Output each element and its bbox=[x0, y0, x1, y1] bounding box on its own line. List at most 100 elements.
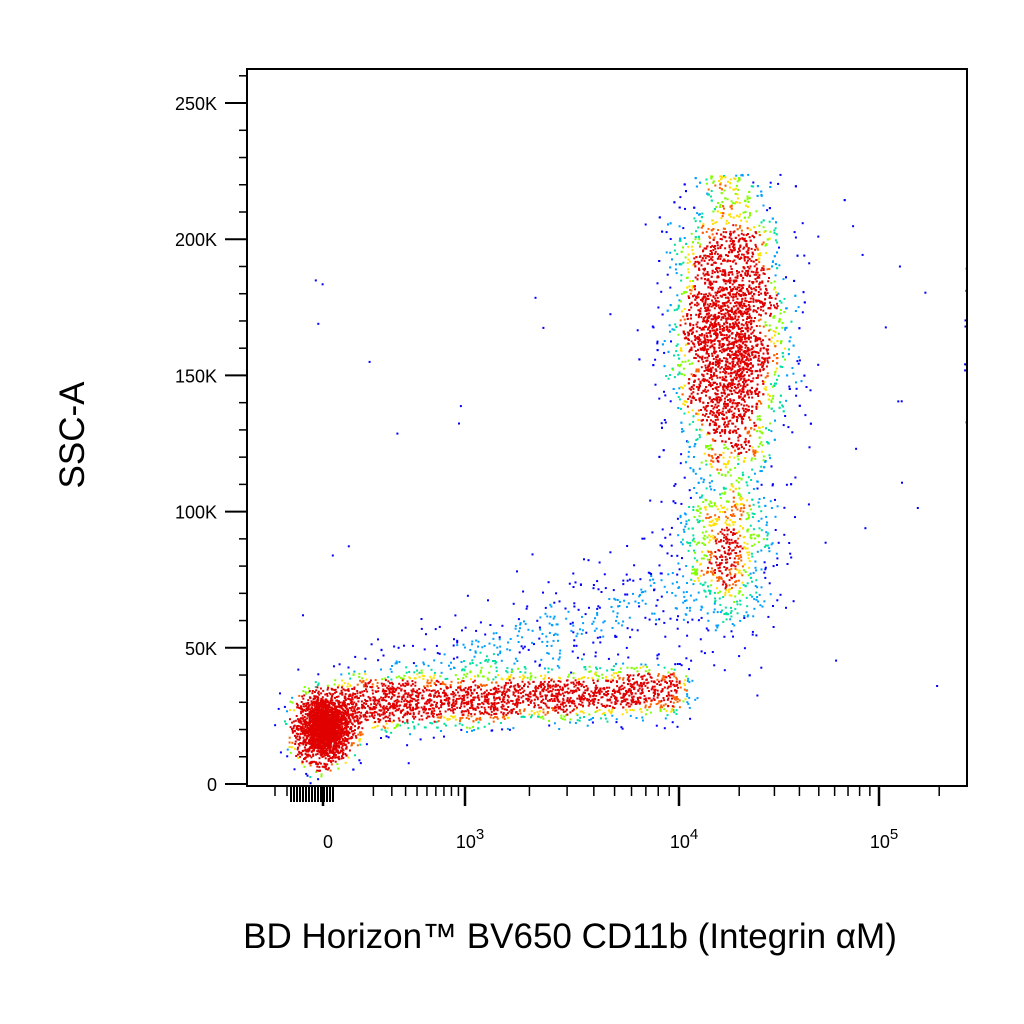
event-dot bbox=[495, 632, 498, 635]
event-dot bbox=[364, 657, 367, 660]
event-dot bbox=[631, 628, 634, 631]
event-dot bbox=[719, 246, 722, 249]
event-dot bbox=[741, 503, 744, 506]
event-dot bbox=[736, 419, 738, 421]
event-dot bbox=[443, 716, 446, 719]
event-dot bbox=[689, 324, 692, 327]
event-dot bbox=[767, 280, 770, 283]
event-dot bbox=[616, 690, 619, 693]
event-dot bbox=[697, 409, 700, 412]
event-dot bbox=[684, 613, 687, 616]
event-dot bbox=[713, 502, 716, 505]
event-dot bbox=[546, 683, 549, 686]
event-dot bbox=[683, 688, 686, 691]
event-dot bbox=[317, 682, 320, 685]
event-dot bbox=[675, 691, 678, 694]
event-dot bbox=[740, 219, 743, 222]
event-dot bbox=[531, 641, 534, 644]
event-dot bbox=[760, 340, 763, 343]
event-dot bbox=[607, 657, 610, 660]
event-dot bbox=[629, 690, 632, 693]
event-dot bbox=[561, 703, 564, 706]
event-dot bbox=[621, 624, 624, 627]
event-dot bbox=[756, 247, 759, 250]
event-dot bbox=[714, 571, 716, 574]
event-dot bbox=[721, 429, 724, 432]
event-dot bbox=[695, 256, 698, 259]
event-dot bbox=[697, 579, 700, 582]
event-dot bbox=[669, 222, 672, 225]
event-dot bbox=[696, 559, 699, 562]
event-dot bbox=[365, 711, 367, 714]
event-dot bbox=[684, 337, 687, 340]
event-dot bbox=[291, 721, 294, 724]
event-dot bbox=[560, 703, 562, 706]
event-dot bbox=[346, 689, 349, 692]
event-dot bbox=[769, 295, 772, 298]
event-dot bbox=[483, 645, 486, 648]
event-dot bbox=[699, 400, 702, 403]
event-dot bbox=[601, 673, 604, 676]
event-dot bbox=[678, 706, 681, 709]
event-dot bbox=[669, 251, 672, 254]
event-dot bbox=[581, 701, 584, 704]
event-dot bbox=[698, 213, 701, 216]
event-dot bbox=[721, 176, 724, 179]
event-dot bbox=[657, 306, 660, 309]
event-dot bbox=[473, 689, 476, 692]
event-dot bbox=[676, 554, 679, 557]
event-dot bbox=[478, 703, 481, 706]
event-dot bbox=[774, 382, 777, 385]
event-dot bbox=[707, 416, 710, 418]
event-dot bbox=[460, 728, 463, 731]
event-dot bbox=[730, 531, 732, 534]
event-dot bbox=[295, 702, 298, 705]
event-dot bbox=[709, 253, 712, 256]
event-dot bbox=[393, 645, 396, 648]
event-dot bbox=[753, 273, 756, 276]
event-dot bbox=[417, 698, 420, 701]
event-dot bbox=[463, 673, 466, 676]
event-dot bbox=[387, 685, 390, 688]
event-dot bbox=[610, 668, 613, 671]
event-dot bbox=[735, 255, 737, 258]
event-dot bbox=[699, 496, 702, 499]
event-dot bbox=[731, 587, 733, 589]
event-dot bbox=[311, 692, 314, 695]
event-dot bbox=[768, 277, 770, 279]
event-dot bbox=[751, 234, 754, 237]
event-dot bbox=[469, 671, 472, 674]
event-dot bbox=[782, 405, 785, 408]
event-dot bbox=[756, 694, 759, 697]
event-dot bbox=[750, 259, 753, 262]
event-dot bbox=[583, 686, 585, 689]
event-dot bbox=[569, 622, 572, 625]
event-dot bbox=[433, 700, 436, 703]
event-dot bbox=[435, 684, 438, 687]
event-dot bbox=[418, 710, 421, 713]
event-dot bbox=[737, 428, 740, 430]
event-dot bbox=[742, 536, 745, 539]
event-dot bbox=[550, 624, 553, 626]
event-dot bbox=[367, 695, 370, 698]
event-dot bbox=[711, 286, 714, 289]
event-dot bbox=[726, 260, 729, 263]
event-dot bbox=[744, 410, 747, 413]
event-dot bbox=[445, 687, 448, 690]
event-dot bbox=[782, 355, 785, 358]
event-dot bbox=[594, 711, 597, 714]
event-dot bbox=[702, 223, 705, 226]
event-dot bbox=[472, 699, 475, 701]
event-dot bbox=[385, 730, 388, 733]
event-dot bbox=[716, 468, 719, 471]
event-dot bbox=[317, 690, 320, 693]
event-dot bbox=[683, 403, 686, 406]
event-dot bbox=[631, 696, 634, 699]
event-dot bbox=[592, 700, 595, 703]
event-dot bbox=[766, 349, 769, 352]
event-dot bbox=[406, 720, 409, 723]
event-dot bbox=[747, 259, 750, 262]
event-dot bbox=[704, 506, 707, 508]
event-dot bbox=[709, 590, 712, 593]
event-dot bbox=[548, 681, 550, 683]
